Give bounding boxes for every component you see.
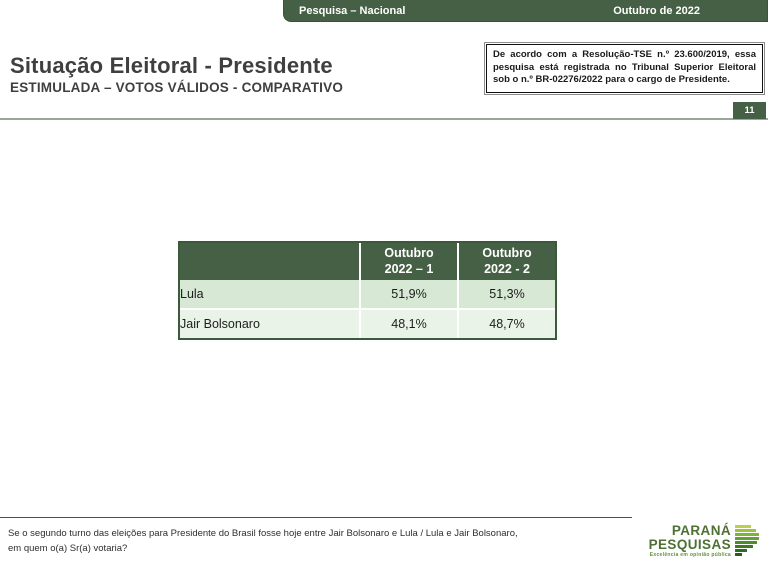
survey-question-line2: em quem o(a) Sr(a) votaria? — [8, 542, 128, 554]
logo-word-pesquisas: PESQUISAS — [648, 536, 731, 552]
table-header-row: Outubro 2022 – 1 Outubro 2022 - 2 — [180, 243, 555, 280]
parana-pesquisas-logo: PARANÁ PESQUISAS Excelência em opinião p… — [649, 524, 759, 558]
regulatory-note-inner: De acordo com a Resolução-TSE n.º 23.600… — [486, 44, 763, 93]
candidate-value-1: 48,1% — [359, 308, 458, 338]
parana-map-stripes-icon — [735, 525, 759, 556]
footer-divider-line — [0, 517, 632, 518]
candidate-value-2: 51,3% — [457, 280, 555, 309]
table-row: Lula 51,9% 51,3% — [180, 280, 555, 309]
header-divider-line — [0, 118, 768, 120]
regulatory-note-box: De acordo com a Resolução-TSE n.º 23.600… — [484, 42, 765, 95]
candidate-value-2: 48,7% — [457, 308, 555, 338]
candidate-value-1: 51,9% — [359, 280, 458, 309]
candidate-name: Lula — [180, 280, 360, 309]
title-block: Situação Eleitoral - Presidente ESTIMULA… — [10, 53, 343, 95]
page-number-badge: 11 — [733, 102, 766, 119]
table-header-outubro-2: Outubro 2022 - 2 — [457, 243, 555, 280]
top-header-bar: Pesquisa – Nacional Outubro de 2022 — [283, 0, 768, 22]
regulatory-note-text: De acordo com a Resolução-TSE n.º 23.600… — [493, 49, 756, 86]
survey-question-line1: Se o segundo turno das eleições para Pre… — [8, 528, 518, 539]
survey-scope-label: Pesquisa – Nacional — [299, 4, 406, 17]
logo-tagline: Excelência em opinião pública — [649, 552, 731, 558]
survey-date-label: Outubro de 2022 — [613, 4, 700, 17]
table-row: Jair Bolsonaro 48,1% 48,7% — [180, 308, 555, 338]
survey-question: Se o segundo turno das eleições para Pre… — [8, 527, 518, 556]
logo-text: PARANÁ PESQUISAS Excelência em opinião p… — [649, 524, 731, 558]
page-subtitle: ESTIMULADA – VOTOS VÁLIDOS - COMPARATIVO — [10, 80, 344, 96]
results-table-container: Outubro 2022 – 1 Outubro 2022 - 2 Lula 5… — [178, 241, 557, 340]
results-table: Outubro 2022 – 1 Outubro 2022 - 2 Lula 5… — [180, 243, 555, 338]
candidate-name: Jair Bolsonaro — [180, 308, 360, 338]
table-header-empty-cell — [180, 243, 360, 280]
table-header-outubro-1: Outubro 2022 – 1 — [359, 243, 458, 280]
page-title: Situação Eleitoral - Presidente — [10, 53, 333, 78]
logo-word-parana: PARANÁ — [671, 523, 731, 538]
